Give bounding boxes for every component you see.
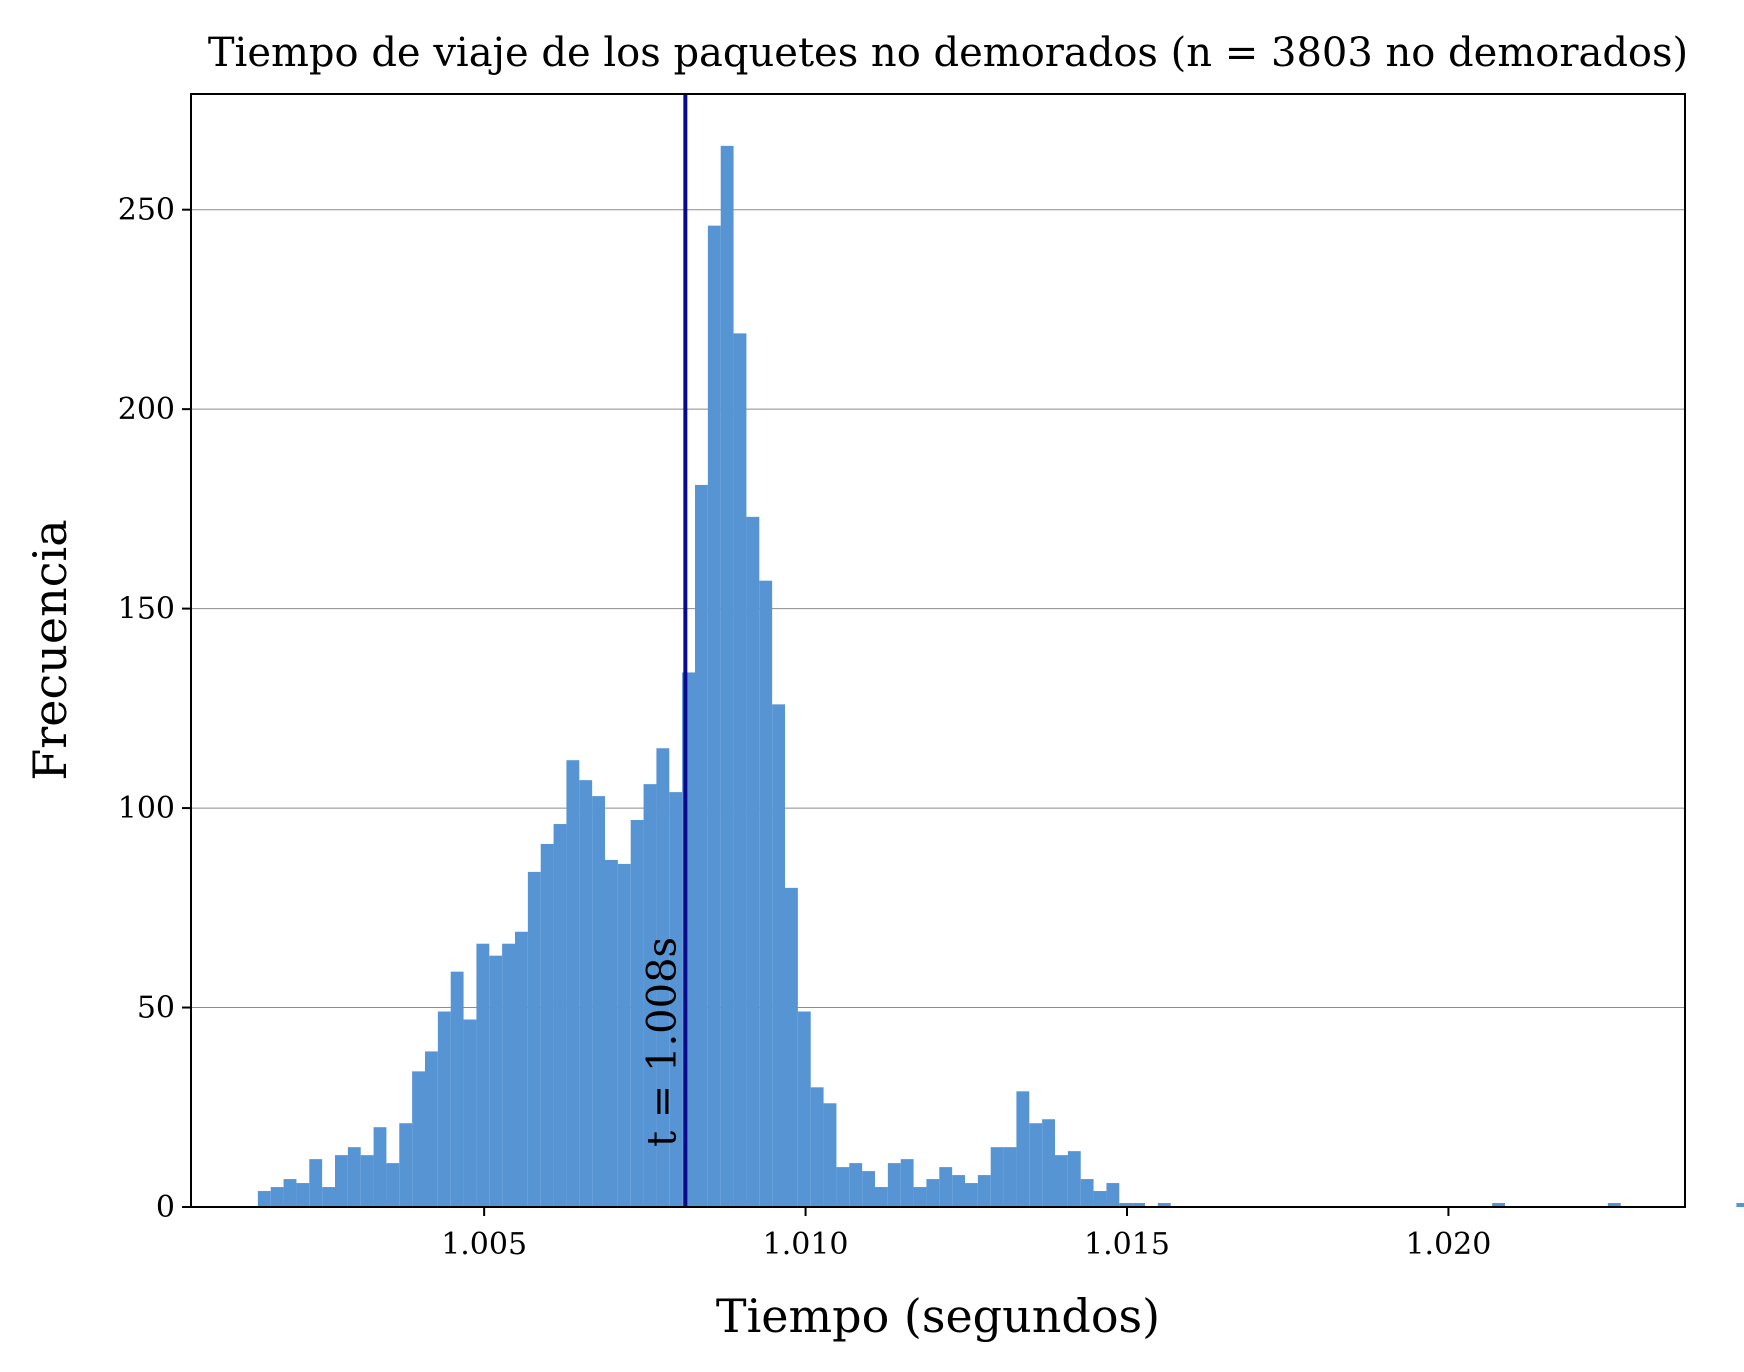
histogram-bar [913,1187,927,1207]
histogram-bar [965,1183,978,1207]
histogram-bar [296,1183,310,1207]
histogram-bar [630,820,644,1207]
histogram-bar [270,1187,284,1207]
histogram-bar [1492,1203,1505,1207]
y-axis-ticks: 0 50 100 150 200 250 [118,193,191,1225]
histogram-bar [553,824,567,1207]
histogram-bar [1067,1151,1081,1207]
histogram-bar [347,1147,361,1207]
histogram-bar [527,871,541,1207]
histogram-bar [1736,1203,1744,1207]
histogram-bar [887,1163,901,1207]
histogram-bar [617,863,631,1207]
histogram-bar [772,704,785,1207]
histogram-bar [386,1163,400,1207]
x-axis-label: Tiempo (segundos) [716,1289,1160,1343]
histogram-bar [823,1103,837,1207]
histogram-bar [579,780,593,1207]
histogram-bar [257,1191,271,1207]
x-tick-label: 1.005 [441,1227,527,1262]
x-tick-label: 1.020 [1405,1227,1491,1262]
histogram-bar [566,760,580,1207]
chart-title: Tiempo de viaje de los paquetes no demor… [208,30,1688,76]
histogram-bar [399,1123,413,1207]
histogram-bar [1132,1203,1145,1207]
histogram-bar [1003,1147,1017,1207]
y-tick-label: 100 [118,791,175,826]
histogram-bar [450,971,464,1207]
histogram-bar [746,516,760,1207]
histogram-bar [1119,1203,1133,1207]
y-tick-label: 200 [118,392,175,427]
histogram-bar [309,1159,323,1207]
histogram-bar [1607,1203,1621,1207]
histogram-bar [540,843,554,1207]
x-tick-label: 1.015 [1084,1227,1170,1262]
histogram-bar [502,943,515,1207]
histogram-bar [977,1175,991,1207]
histogram-bar [875,1187,888,1207]
histogram-bar [720,145,734,1207]
histogram-bar [489,955,503,1207]
histogram-bar [412,1071,425,1207]
plot-frame [190,93,1686,1208]
histogram-bar [373,1127,387,1207]
x-tick-label: 1.010 [763,1227,849,1262]
histogram-bar [836,1167,850,1207]
y-tick-label: 250 [118,193,175,228]
histogram-bar [592,796,605,1207]
histogram-bar [862,1171,875,1207]
histogram-bar [360,1155,374,1207]
histogram-bar [952,1175,965,1207]
histogram-bar [797,1011,811,1207]
histogram-bar [1157,1203,1171,1207]
histogram-bar [733,333,747,1207]
histogram-bar [759,580,773,1207]
histogram-bar [643,784,657,1207]
histogram-bar [669,792,683,1207]
histogram-bar [515,931,528,1207]
reference-line-group: t = 1.008s [639,94,688,1207]
histogram-bar [939,1167,953,1207]
histogram-bar [463,1019,477,1207]
gridlines [191,209,1685,1009]
histogram-bar [1029,1123,1043,1207]
y-tick-label: 50 [137,991,175,1026]
histogram-bar [1106,1183,1120,1207]
histogram-bar [810,1087,824,1207]
histogram-bar [1093,1191,1107,1207]
histogram-bar [785,887,798,1207]
histogram-bar [900,1159,914,1207]
reference-line-label: t = 1.008s [639,937,685,1147]
histogram-bar [656,748,670,1207]
histogram-bar [283,1179,297,1207]
histogram-bar [707,225,721,1208]
histogram-bar [322,1187,335,1207]
histogram-bar [425,1051,438,1207]
histogram-bar [476,943,490,1207]
histogram-bar [605,859,618,1207]
histogram-bar [1042,1119,1055,1207]
histogram-bar [437,1011,451,1207]
y-tick-label: 0 [156,1190,175,1225]
histogram-bar [1016,1091,1030,1207]
x-axis-ticks: 1.005 1.010 1.015 1.020 [441,1207,1491,1262]
histogram-bar [1055,1155,1068,1207]
histogram-bars [257,145,1744,1208]
histogram-bar [695,484,708,1207]
histogram-bar [335,1155,348,1207]
histogram-bar [1080,1179,1094,1207]
y-tick-label: 150 [118,592,175,627]
histogram-bar [990,1147,1004,1207]
y-axis-label: Frecuencia [23,519,77,780]
histogram-bar [849,1163,863,1207]
histogram-bar [926,1179,940,1207]
